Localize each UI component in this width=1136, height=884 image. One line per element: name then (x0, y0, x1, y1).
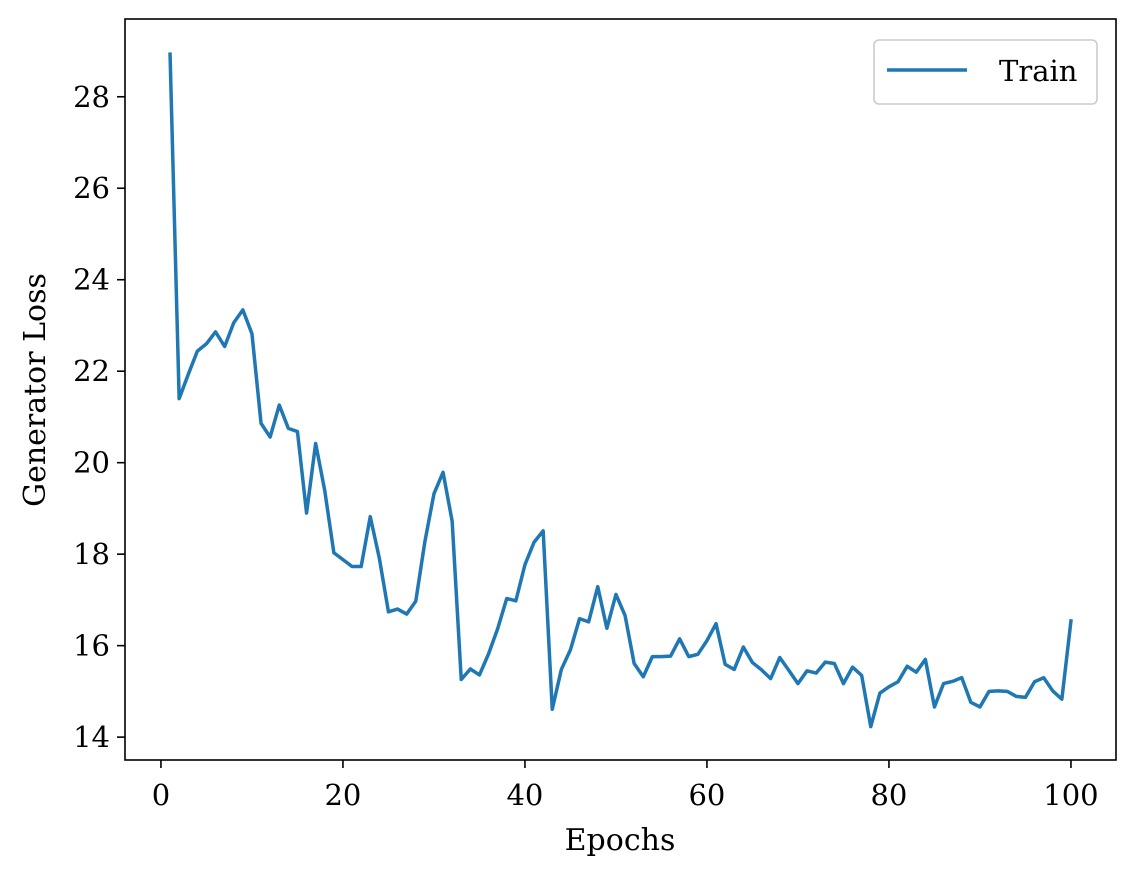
x-tick-label-100: 100 (1043, 778, 1098, 812)
x-tick-label-20: 20 (324, 778, 361, 812)
plot-area (168, 52, 1073, 729)
y-tick-label-28: 28 (73, 80, 110, 114)
axes-frame (124, 18, 1117, 761)
y-tick-label-16: 16 (73, 629, 110, 663)
legend: Train (873, 39, 1098, 105)
y-tick-label-14: 14 (73, 720, 110, 754)
y-tick-label-18: 18 (73, 537, 110, 571)
y-axis-label: Generator Loss (18, 273, 53, 507)
y-tick-label-26: 26 (73, 171, 110, 205)
x-axis-ticks: 0 20 40 60 80 100 (152, 760, 1099, 812)
y-tick-label-22: 22 (73, 354, 110, 388)
y-tick-label-24: 24 (73, 263, 110, 297)
series-line-train (168, 52, 1073, 729)
x-tick-label-60: 60 (688, 778, 725, 812)
x-tick-label-40: 40 (506, 778, 543, 812)
x-tick-label-80: 80 (870, 778, 907, 812)
y-axis-ticks: 14 16 18 20 22 24 26 28 (73, 80, 125, 754)
x-axis-label: Epochs (565, 823, 676, 858)
legend-box (873, 39, 1098, 105)
y-tick-label-20: 20 (73, 446, 110, 480)
x-tick-label-0: 0 (152, 778, 170, 812)
legend-label-train: Train (999, 54, 1077, 88)
